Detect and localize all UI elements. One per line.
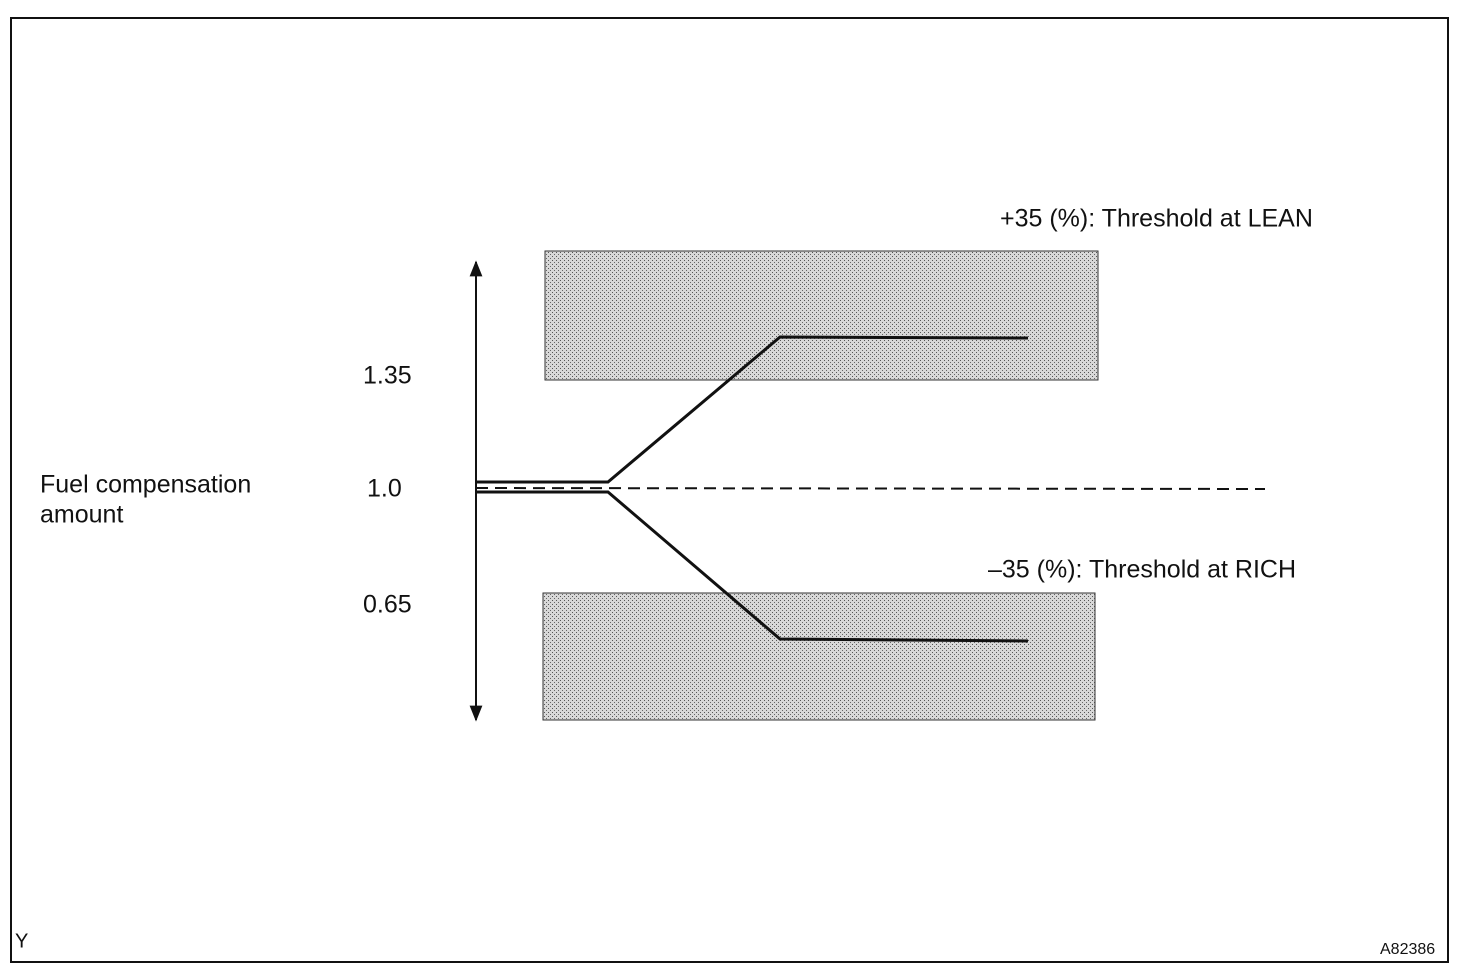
level-label: 1.0 [367,475,402,503]
axis-title: Fuel compensation [40,471,251,499]
baseline [475,487,1266,490]
rich-zone [542,592,1096,721]
lean-zone [544,250,1099,381]
rich-trace [476,490,1029,643]
frame [10,17,1449,963]
upper-threshold-label: +35 (%): Threshold at LEAN [1000,205,1313,233]
lower-threshold-label: –35 (%): Threshold at RICH [988,556,1296,584]
axis-title: amount [40,501,123,529]
corner-label: Y [15,930,28,952]
level-label: 0.65 [363,591,412,619]
lean-trace [476,335,1029,484]
figure-id: A82386 [1380,941,1435,958]
level-label: 1.35 [363,362,412,390]
